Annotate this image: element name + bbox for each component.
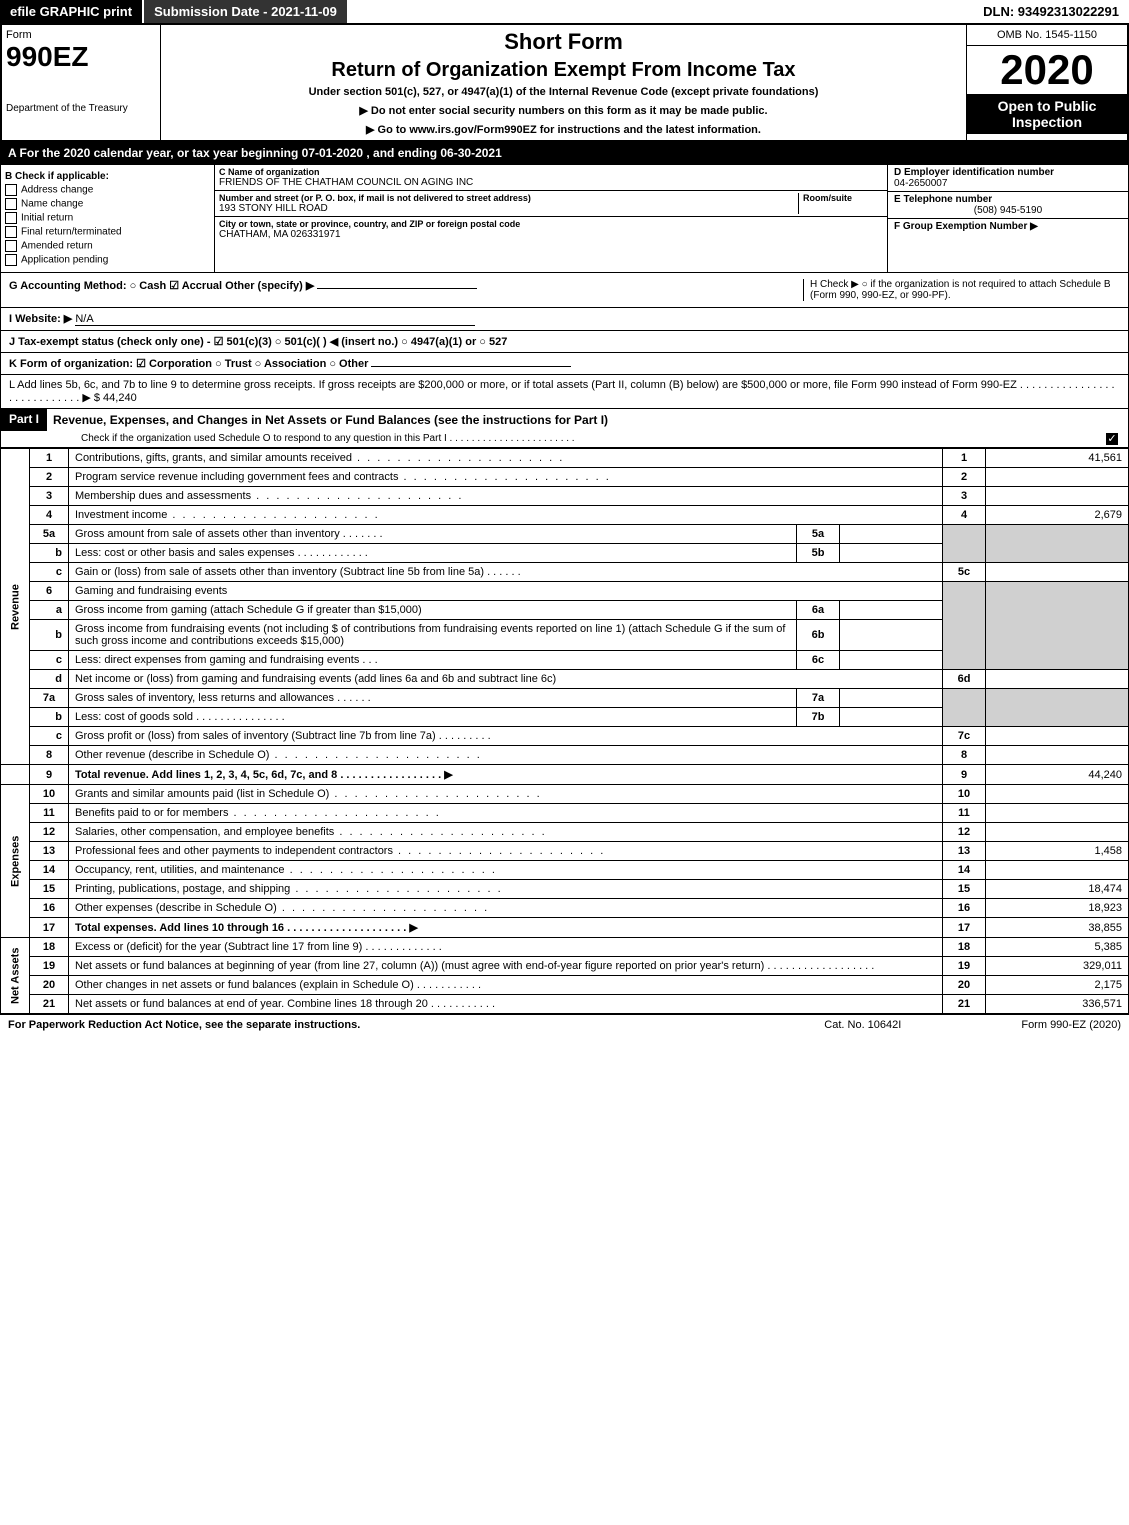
no-ssn-text: ▶ Do not enter social security numbers o… bbox=[165, 104, 962, 117]
catalog-number: Cat. No. 10642I bbox=[824, 1019, 901, 1031]
line-11: 11Benefits paid to or for members11 bbox=[1, 804, 1129, 823]
line-7c: cGross profit or (loss) from sales of in… bbox=[1, 727, 1129, 746]
revenue-table: Revenue 1 Contributions, gifts, grants, … bbox=[0, 448, 1129, 1014]
org-name-label: C Name of organization bbox=[219, 167, 883, 177]
city-label: City or town, state or province, country… bbox=[219, 219, 883, 229]
line-15: 15Printing, publications, postage, and s… bbox=[1, 880, 1129, 899]
form-label: Form bbox=[6, 29, 156, 41]
line-2: 2Program service revenue including gover… bbox=[1, 468, 1129, 487]
phone-label: E Telephone number bbox=[894, 194, 1122, 205]
line-17: 17Total expenses. Add lines 10 through 1… bbox=[1, 918, 1129, 938]
part1-label: Part I bbox=[1, 409, 47, 431]
omb-number: OMB No. 1545-1150 bbox=[967, 25, 1127, 46]
schedule-b-check: H Check ▶ ○ if the organization is not r… bbox=[803, 279, 1120, 301]
open-public-box: Open to Public Inspection bbox=[967, 94, 1127, 134]
street-row: Number and street (or P. O. box, if mail… bbox=[215, 191, 887, 217]
page-footer: For Paperwork Reduction Act Notice, see … bbox=[0, 1014, 1129, 1035]
street-value: 193 STONY HILL ROAD bbox=[219, 203, 798, 214]
line-l: L Add lines 5b, 6c, and 7b to line 9 to … bbox=[0, 375, 1129, 409]
expenses-section-label: Expenses bbox=[1, 785, 30, 938]
top-bar: efile GRAPHIC print Submission Date - 20… bbox=[0, 0, 1129, 25]
check-amended-return[interactable]: Amended return bbox=[5, 240, 210, 252]
line-5c: cGain or (loss) from sale of assets othe… bbox=[1, 563, 1129, 582]
line-9: 9Total revenue. Add lines 1, 2, 3, 4, 5c… bbox=[1, 765, 1129, 785]
org-name-value: FRIENDS OF THE CHATHAM COUNCIL ON AGING … bbox=[219, 177, 883, 188]
line-13: 13Professional fees and other payments t… bbox=[1, 842, 1129, 861]
check-initial-return[interactable]: Initial return bbox=[5, 212, 210, 224]
column-c: C Name of organization FRIENDS OF THE CH… bbox=[215, 165, 888, 272]
col-b-title: B Check if applicable: bbox=[5, 171, 210, 182]
ein-row: D Employer identification number 04-2650… bbox=[888, 165, 1128, 192]
form-header: Form 990EZ Department of the Treasury Sh… bbox=[0, 25, 1129, 142]
line-5a: 5aGross amount from sale of assets other… bbox=[1, 525, 1129, 544]
city-row: City or town, state or province, country… bbox=[215, 217, 887, 242]
column-b: B Check if applicable: Address change Na… bbox=[1, 165, 215, 272]
efile-print-button[interactable]: efile GRAPHIC print bbox=[0, 0, 144, 23]
line-16: 16Other expenses (describe in Schedule O… bbox=[1, 899, 1129, 918]
check-application-pending[interactable]: Application pending bbox=[5, 254, 210, 266]
part1-title: Revenue, Expenses, and Changes in Net As… bbox=[47, 409, 1128, 431]
check-final-return[interactable]: Final return/terminated bbox=[5, 226, 210, 238]
line-6d: dNet income or (loss) from gaming and fu… bbox=[1, 670, 1129, 689]
room-label: Room/suite bbox=[803, 193, 883, 203]
period-bar: A For the 2020 calendar year, or tax yea… bbox=[0, 142, 1129, 164]
line-4: 4Investment income42,679 bbox=[1, 506, 1129, 525]
part1-check-text: Check if the organization used Schedule … bbox=[81, 433, 1106, 445]
city-value: CHATHAM, MA 026331971 bbox=[219, 229, 883, 240]
check-name-change[interactable]: Name change bbox=[5, 198, 210, 210]
group-label: F Group Exemption Number ▶ bbox=[894, 221, 1122, 232]
info-block: B Check if applicable: Address change Na… bbox=[0, 164, 1129, 273]
part1-header: Part I Revenue, Expenses, and Changes in… bbox=[0, 409, 1129, 448]
website-label: I Website: ▶ bbox=[9, 313, 72, 325]
line-6: 6Gaming and fundraising events bbox=[1, 582, 1129, 601]
line-7a: 7aGross sales of inventory, less returns… bbox=[1, 689, 1129, 708]
line-14: 14Occupancy, rent, utilities, and mainte… bbox=[1, 861, 1129, 880]
line-19: 19Net assets or fund balances at beginni… bbox=[1, 957, 1129, 976]
tax-status-line: J Tax-exempt status (check only one) - ☑… bbox=[0, 331, 1129, 353]
ein-value: 04-2650007 bbox=[894, 178, 1122, 189]
revenue-section-label: Revenue bbox=[1, 449, 30, 765]
goto-link[interactable]: ▶ Go to www.irs.gov/Form990EZ for instru… bbox=[165, 123, 962, 136]
form-number: 990EZ bbox=[6, 41, 156, 73]
form-version: Form 990-EZ (2020) bbox=[1021, 1019, 1121, 1031]
header-left: Form 990EZ Department of the Treasury bbox=[2, 25, 161, 140]
street-label: Number and street (or P. O. box, if mail… bbox=[219, 193, 798, 203]
schedule-o-checkbox[interactable]: ✓ bbox=[1106, 433, 1118, 445]
form-org-line: K Form of organization: ☑ Corporation ○ … bbox=[0, 353, 1129, 375]
dln-label: DLN: 93492313022291 bbox=[973, 0, 1129, 23]
return-title: Return of Organization Exempt From Incom… bbox=[165, 59, 962, 82]
tax-year: 2020 bbox=[967, 46, 1127, 94]
column-d: D Employer identification number 04-2650… bbox=[888, 165, 1128, 272]
line-20: 20Other changes in net assets or fund ba… bbox=[1, 976, 1129, 995]
check-address-change[interactable]: Address change bbox=[5, 184, 210, 196]
line-10: Expenses 10Grants and similar amounts pa… bbox=[1, 785, 1129, 804]
line-1: Revenue 1 Contributions, gifts, grants, … bbox=[1, 449, 1129, 468]
phone-row: E Telephone number (508) 945-5190 bbox=[888, 192, 1128, 219]
line-21: 21Net assets or fund balances at end of … bbox=[1, 995, 1129, 1014]
group-row: F Group Exemption Number ▶ bbox=[888, 219, 1128, 234]
department-label: Department of the Treasury bbox=[6, 103, 156, 114]
website-value: N/A bbox=[75, 313, 475, 326]
paperwork-notice: For Paperwork Reduction Act Notice, see … bbox=[8, 1019, 824, 1031]
phone-value: (508) 945-5190 bbox=[894, 205, 1122, 216]
website-line: I Website: ▶ N/A bbox=[0, 308, 1129, 331]
accounting-method: G Accounting Method: ○ Cash ☑ Accrual Ot… bbox=[9, 279, 803, 301]
section-g-h: G Accounting Method: ○ Cash ☑ Accrual Ot… bbox=[0, 273, 1129, 308]
netassets-section-label: Net Assets bbox=[1, 938, 30, 1014]
line-3: 3Membership dues and assessments3 bbox=[1, 487, 1129, 506]
line-18: Net Assets 18Excess or (deficit) for the… bbox=[1, 938, 1129, 957]
under-section-text: Under section 501(c), 527, or 4947(a)(1)… bbox=[165, 86, 962, 98]
header-center: Short Form Return of Organization Exempt… bbox=[161, 25, 966, 140]
org-name-row: C Name of organization FRIENDS OF THE CH… bbox=[215, 165, 887, 191]
header-right: OMB No. 1545-1150 2020 Open to Public In… bbox=[966, 25, 1127, 140]
ein-label: D Employer identification number bbox=[894, 167, 1122, 178]
line-8: 8Other revenue (describe in Schedule O)8 bbox=[1, 746, 1129, 765]
short-form-title: Short Form bbox=[165, 29, 962, 55]
submission-date-button[interactable]: Submission Date - 2021-11-09 bbox=[144, 0, 349, 23]
line-12: 12Salaries, other compensation, and empl… bbox=[1, 823, 1129, 842]
